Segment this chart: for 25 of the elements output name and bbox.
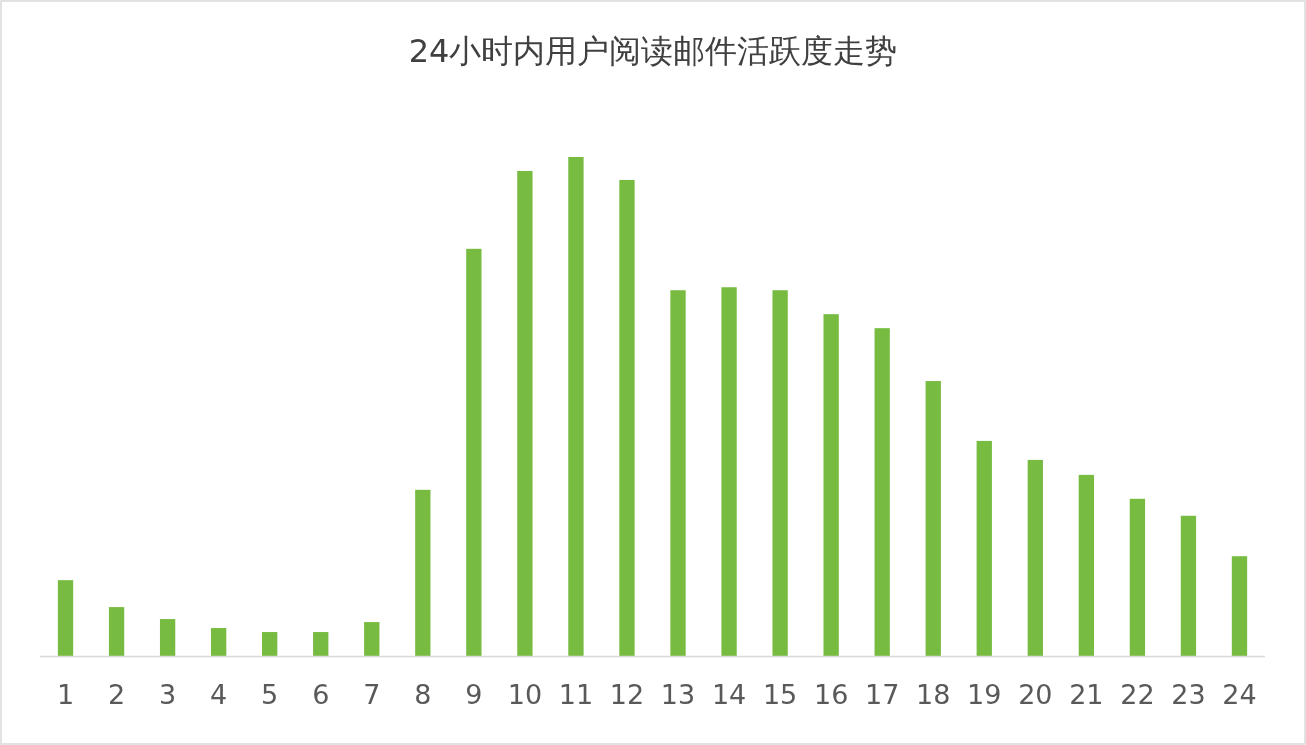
chart-title: 24小时内用户阅读邮件活跃度走势 (408, 32, 898, 70)
bar (159, 619, 176, 656)
bar (670, 290, 686, 656)
bar (772, 290, 788, 656)
bar (210, 628, 227, 656)
bar (364, 622, 380, 656)
bar (1180, 515, 1197, 656)
bar (619, 179, 635, 656)
bar (1129, 498, 1146, 656)
bar (1078, 474, 1095, 656)
bar (874, 328, 890, 656)
bar (57, 580, 74, 656)
bar (976, 440, 992, 656)
bar (925, 381, 941, 656)
bar (466, 248, 482, 656)
bar (517, 170, 533, 656)
bar (1027, 459, 1043, 656)
bar (313, 632, 329, 656)
bar (721, 287, 737, 656)
bar (568, 157, 584, 656)
bar (262, 632, 278, 656)
bar (823, 314, 839, 656)
bar (415, 489, 431, 656)
bar (1231, 556, 1248, 656)
bar (108, 607, 125, 656)
